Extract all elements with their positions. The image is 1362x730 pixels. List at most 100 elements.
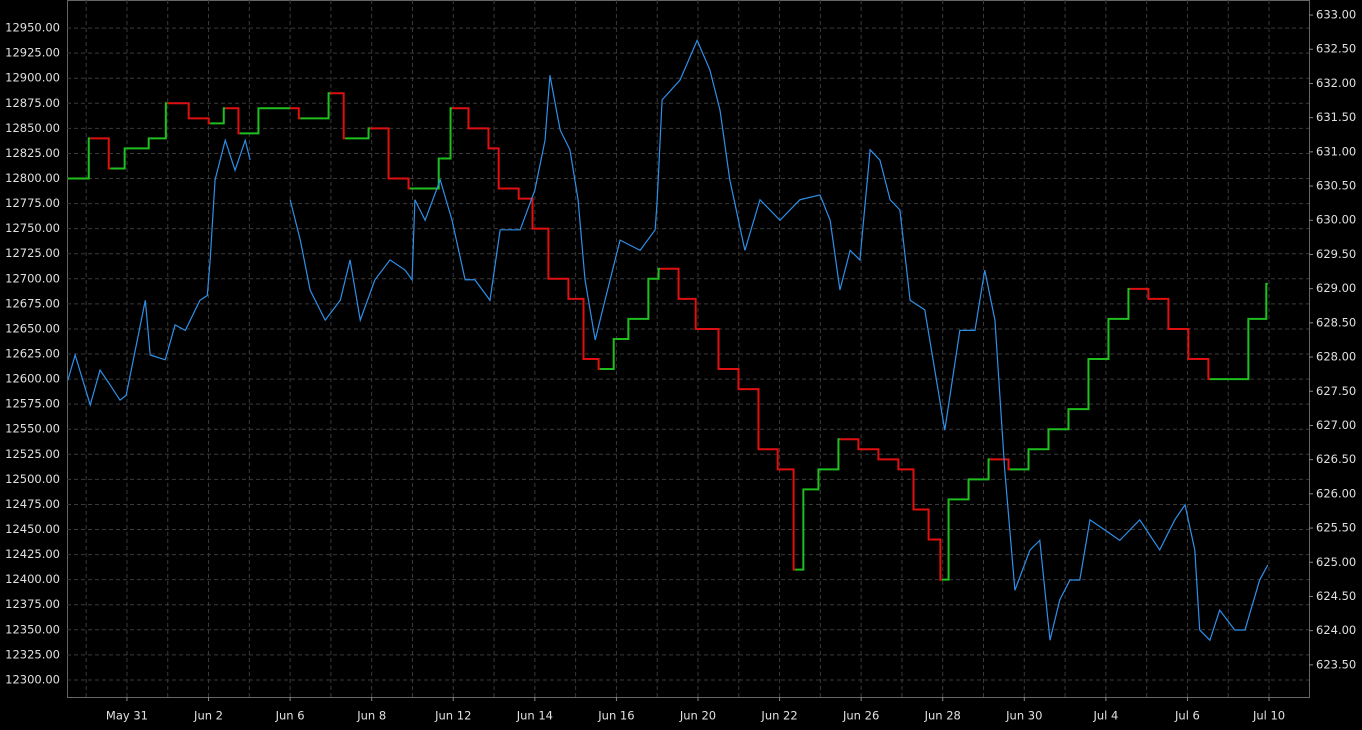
x-tick-label: Jun 26 (842, 709, 879, 723)
price-step (600, 337, 616, 371)
x-tick-label: Jun 12 (434, 709, 471, 723)
y-tick-label: 12400.00 (5, 572, 60, 586)
y2-tick-label: 623.50 (1316, 657, 1356, 671)
price-step (697, 327, 721, 371)
y-tick-label: 12450.00 (5, 522, 60, 536)
price-step (879, 458, 900, 471)
price-step (290, 107, 301, 120)
price-step (210, 107, 226, 125)
price-step (804, 468, 820, 491)
price-step (680, 297, 698, 330)
y-tick-label: 12300.00 (5, 672, 60, 686)
price-step (1109, 287, 1130, 320)
price-step (345, 127, 371, 140)
price-step (1069, 358, 1090, 411)
y-tick-label: 12925.00 (5, 46, 60, 60)
x-tick-label: Jun 6 (275, 709, 305, 723)
x-tick-label: Jun 8 (356, 709, 386, 723)
y-tick-label: 12650.00 (5, 321, 60, 335)
price-step (899, 468, 915, 511)
price-step (520, 197, 535, 230)
y2-tick-label: 629.50 (1316, 247, 1356, 261)
price-step (126, 137, 151, 150)
price-step (930, 538, 942, 581)
price-step (167, 102, 191, 120)
price-step (1229, 317, 1250, 381)
price-step (1030, 428, 1050, 451)
y2-tick-label: 630.50 (1316, 179, 1356, 193)
x-tick-label: Jun 16 (597, 709, 634, 723)
price-step (970, 458, 991, 481)
y2-tick-label: 627.00 (1316, 418, 1356, 432)
price-step (914, 508, 931, 541)
y-tick-label: 12600.00 (5, 372, 60, 386)
price-step (489, 147, 501, 190)
y2-tick-label: 631.00 (1316, 144, 1356, 158)
price-step (1249, 282, 1268, 320)
x-tick-label: Jul 6 (1174, 709, 1200, 723)
y2-tick-label: 624.50 (1316, 589, 1356, 603)
x-tick-label: Jun 22 (760, 709, 797, 723)
price-step (330, 92, 346, 140)
price-step (740, 388, 760, 451)
price-step (500, 187, 521, 200)
price-step (1050, 408, 1070, 431)
y2-tick-label: 625.50 (1316, 521, 1356, 535)
price-step (549, 277, 570, 300)
price-step (629, 277, 650, 320)
price-step (859, 448, 880, 461)
price-step (534, 227, 550, 280)
y2-tick-label: 624.00 (1316, 623, 1356, 637)
y-tick-label: 12475.00 (5, 497, 60, 511)
price-step (150, 102, 168, 140)
price-step (615, 317, 630, 340)
price-step (1169, 327, 1190, 361)
price-step (469, 127, 490, 150)
price-step (67, 137, 91, 180)
price-step (410, 157, 441, 190)
price-step (990, 458, 1011, 471)
y-tick-label: 12800.00 (5, 171, 60, 185)
y-tick-label: 12350.00 (5, 622, 60, 636)
y2-tick-label: 633.00 (1316, 8, 1356, 22)
price-step (225, 107, 240, 135)
price-step (1149, 297, 1170, 330)
y-tick-label: 12750.00 (5, 221, 60, 235)
x-tick-label: Jun 14 (516, 709, 553, 723)
price-step (452, 107, 470, 130)
y-tick-label: 12425.00 (5, 547, 60, 561)
price-step (440, 107, 453, 160)
y2-tick-label: 628.00 (1316, 350, 1356, 364)
price-step (370, 127, 391, 180)
price-step (660, 267, 681, 300)
x-tick-label: Jun 28 (924, 709, 961, 723)
y-tick-label: 12575.00 (5, 397, 60, 411)
price-step (941, 498, 951, 581)
price-step (1010, 448, 1031, 471)
price-step (390, 177, 411, 190)
x-tick-label: Jul 10 (1252, 709, 1285, 723)
y-tick-label: 12325.00 (5, 647, 60, 661)
price-step (1089, 317, 1110, 361)
y2-tick-label: 628.50 (1316, 315, 1356, 329)
y2-tick-label: 630.00 (1316, 213, 1356, 227)
index-line (67, 38, 1269, 642)
y2-tick-label: 629.00 (1316, 281, 1356, 295)
y-tick-label: 12375.00 (5, 597, 60, 611)
x-tick-label: Jun 20 (679, 709, 716, 723)
x-tick-label: Jun 2 (193, 709, 223, 723)
y-tick-label: 12675.00 (5, 296, 60, 310)
x-tick-label: Jun 30 (1005, 709, 1042, 723)
price-step (585, 358, 601, 371)
price-step (110, 147, 127, 170)
y-tick-label: 12700.00 (5, 271, 60, 285)
y2-tick-label: 626.50 (1316, 452, 1356, 466)
price-step (649, 267, 661, 280)
y-tick-label: 12525.00 (5, 447, 60, 461)
price-step (819, 438, 840, 471)
y-tick-label: 12875.00 (5, 96, 60, 110)
price-step (720, 368, 741, 391)
x-tick-label: May 31 (106, 709, 148, 723)
y-tick-label: 12900.00 (5, 71, 60, 85)
